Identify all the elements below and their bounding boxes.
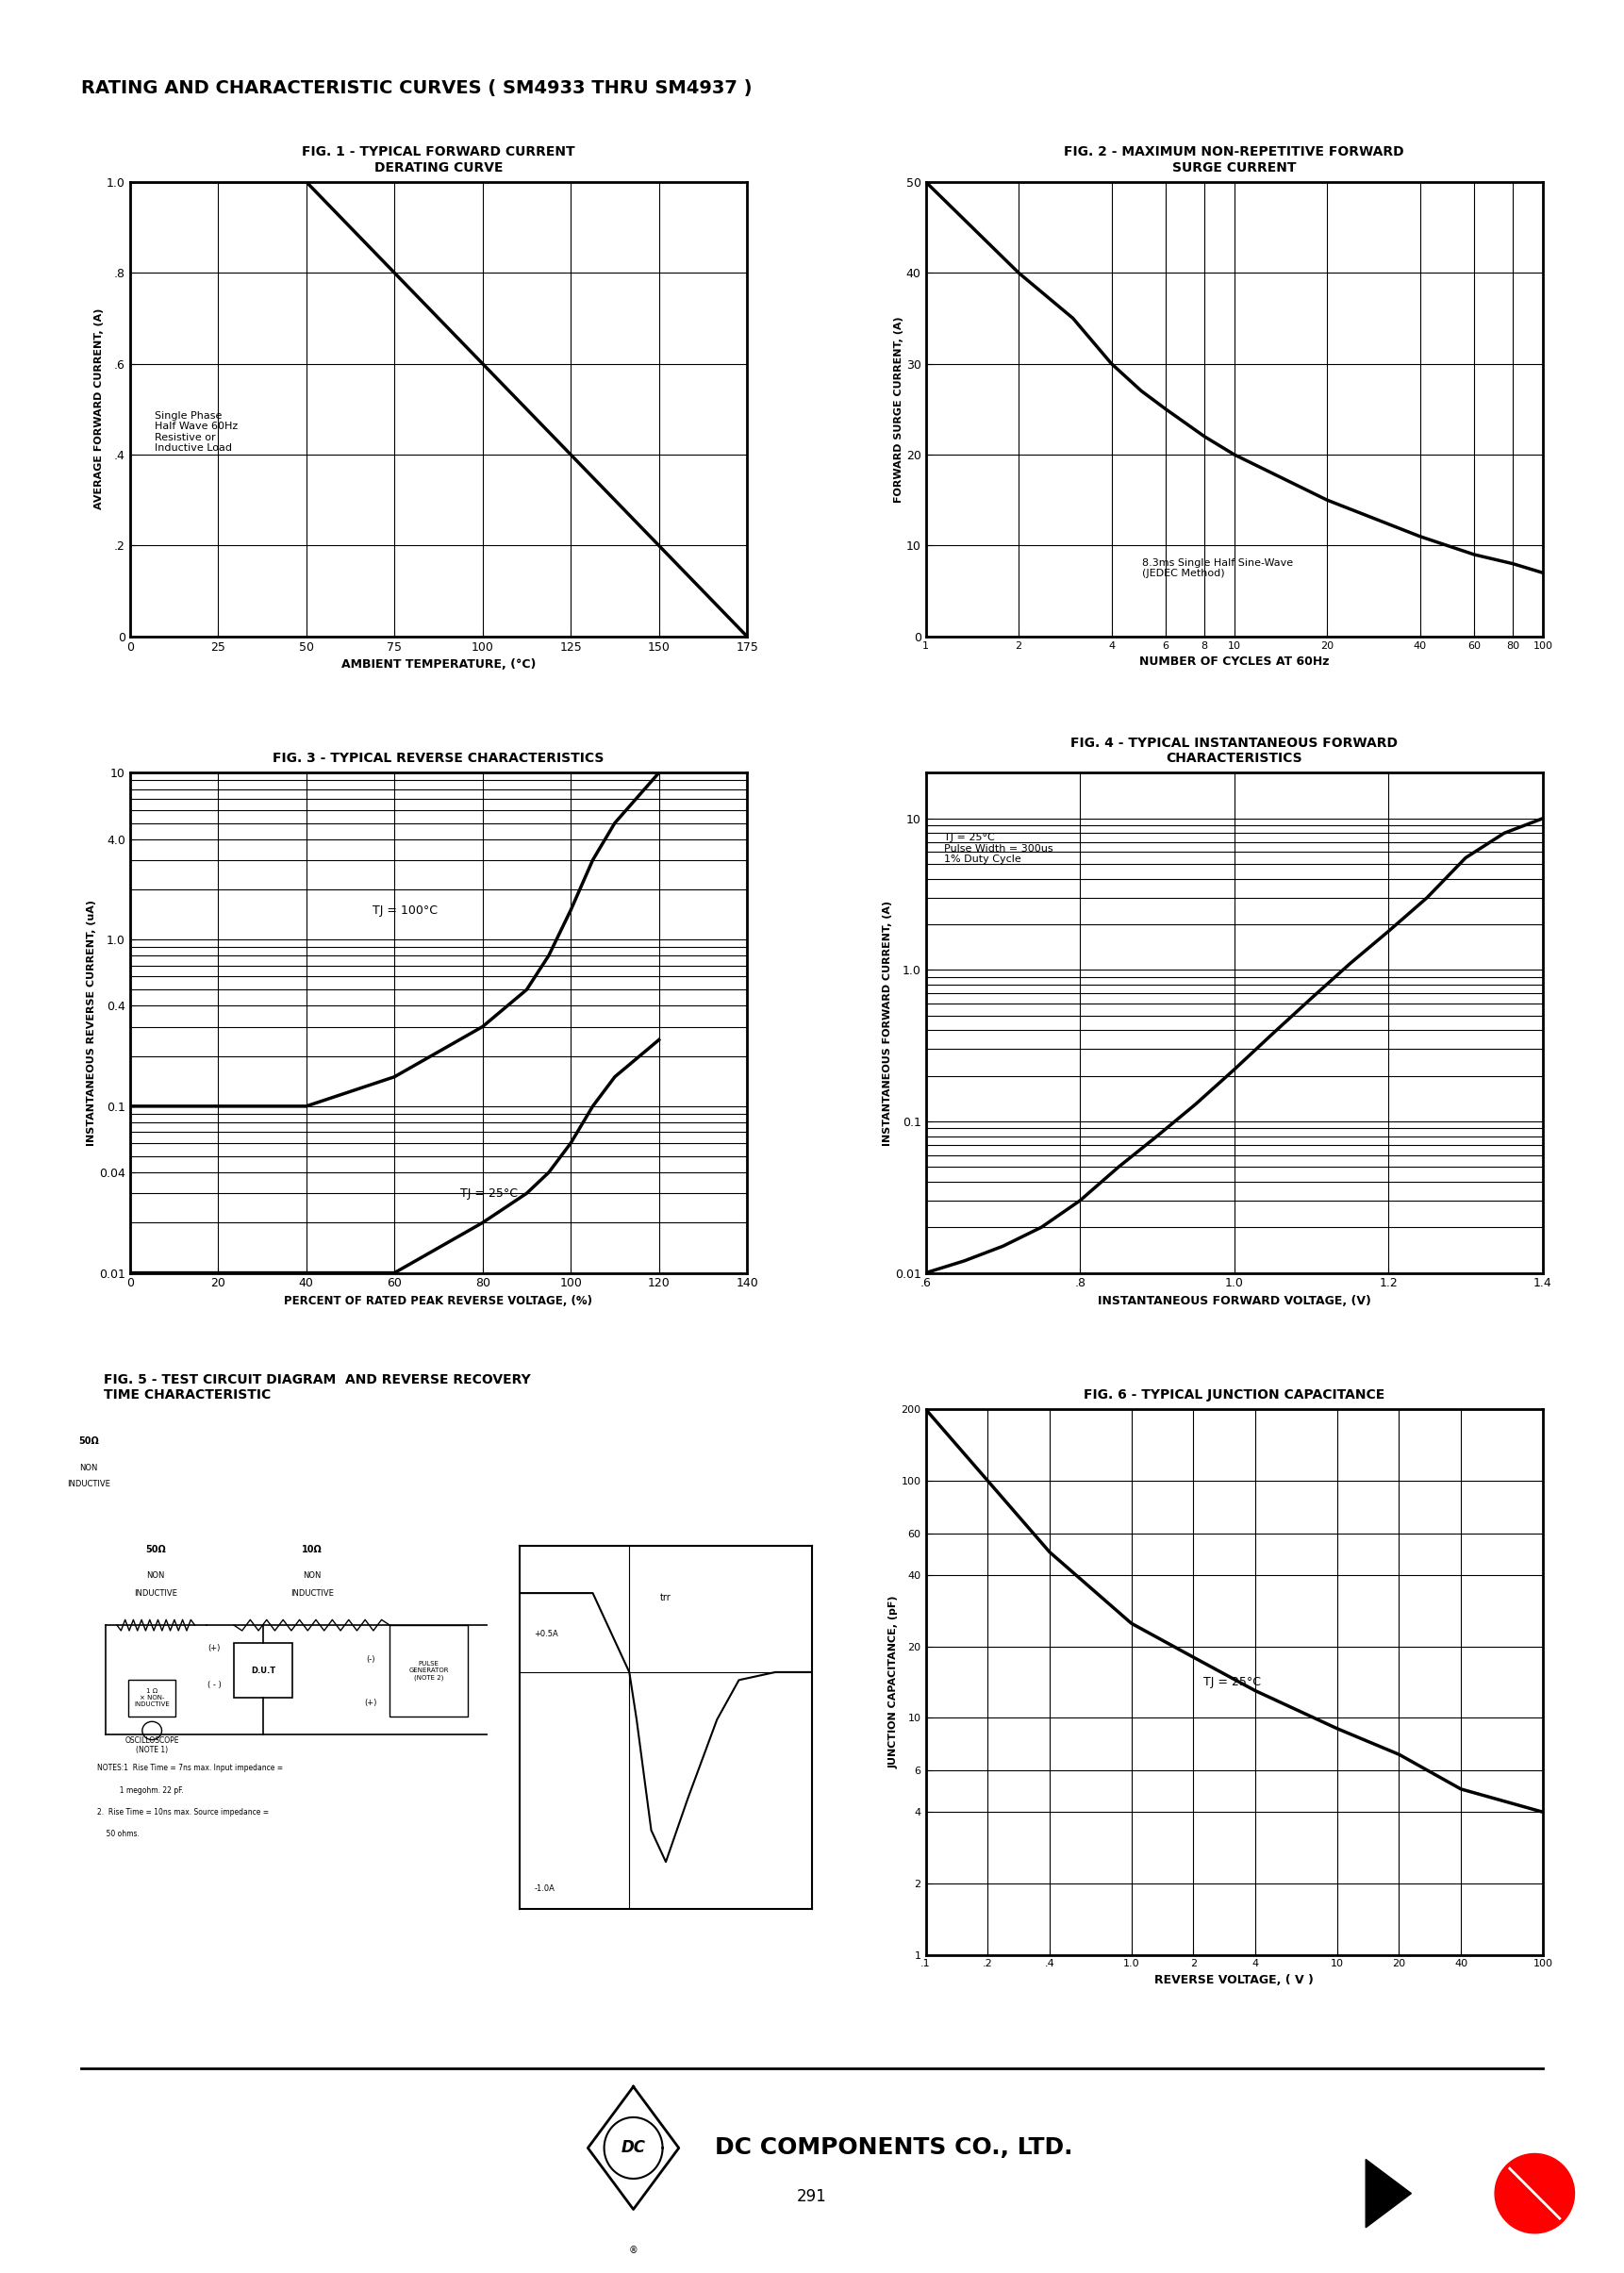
- Text: -1.0A: -1.0A: [534, 1884, 555, 1893]
- Title: FIG. 1 - TYPICAL FORWARD CURRENT
DERATING CURVE: FIG. 1 - TYPICAL FORWARD CURRENT DERATIN…: [302, 145, 575, 175]
- Title: FIG. 4 - TYPICAL INSTANTANEOUS FORWARD
CHARACTERISTICS: FIG. 4 - TYPICAL INSTANTANEOUS FORWARD C…: [1070, 736, 1398, 766]
- Text: 8.3ms Single Half Sine-Wave
(JEDEC Method): 8.3ms Single Half Sine-Wave (JEDEC Metho…: [1142, 559, 1293, 577]
- Text: RATING AND CHARACTERISTIC CURVES ( SM4933 THRU SM4937 ): RATING AND CHARACTERISTIC CURVES ( SM493…: [81, 80, 752, 98]
- Text: INDUCTIVE: INDUCTIVE: [67, 1480, 110, 1489]
- Text: trr: trr: [661, 1593, 671, 1602]
- Text: NON: NON: [80, 1464, 97, 1473]
- Text: OSCILLOSCOPE
(NOTE 1): OSCILLOSCOPE (NOTE 1): [125, 1737, 179, 1755]
- Text: PULSE
GENERATOR
(NOTE 2): PULSE GENERATOR (NOTE 2): [409, 1662, 448, 1680]
- Text: (+): (+): [208, 1643, 221, 1652]
- Text: TJ = 100°C: TJ = 100°C: [372, 905, 437, 916]
- Text: 50Ω: 50Ω: [78, 1437, 99, 1446]
- Text: (+): (+): [364, 1698, 377, 1707]
- Polygon shape: [1366, 2159, 1411, 2228]
- Text: 10Ω: 10Ω: [302, 1546, 322, 1555]
- Bar: [234, 1643, 292, 1698]
- Text: ( - ): ( - ): [208, 1680, 221, 1689]
- Text: NOTES:1  Rise Time = 7ns max. Input impedance =: NOTES:1 Rise Time = 7ns max. Input imped…: [97, 1764, 283, 1773]
- Text: ®: ®: [628, 2246, 638, 2255]
- Y-axis label: AVERAGE FORWARD CURRENT, (A): AVERAGE FORWARD CURRENT, (A): [94, 309, 104, 509]
- Text: (-): (-): [365, 1655, 375, 1664]
- Bar: [128, 1680, 175, 1716]
- Text: NON: NON: [146, 1571, 166, 1580]
- Text: +0.5A: +0.5A: [534, 1630, 559, 1639]
- Y-axis label: INSTANTANEOUS REVERSE CURRENT, (uA): INSTANTANEOUS REVERSE CURRENT, (uA): [88, 900, 96, 1146]
- Text: 291: 291: [797, 2189, 827, 2205]
- Y-axis label: FORWARD SURGE CURRENT, (A): FORWARD SURGE CURRENT, (A): [893, 316, 903, 502]
- Text: TJ = 25°C: TJ = 25°C: [461, 1187, 518, 1200]
- X-axis label: INSTANTANEOUS FORWARD VOLTAGE, (V): INSTANTANEOUS FORWARD VOLTAGE, (V): [1098, 1296, 1371, 1307]
- Text: 1 megohm. 22 pF.: 1 megohm. 22 pF.: [97, 1787, 184, 1793]
- Text: D.U.T: D.U.T: [250, 1666, 276, 1675]
- Text: 1 Ω
× NON-
INDUCTIVE: 1 Ω × NON- INDUCTIVE: [135, 1689, 171, 1707]
- X-axis label: NUMBER OF CYCLES AT 60Hz: NUMBER OF CYCLES AT 60Hz: [1138, 655, 1330, 668]
- Text: TJ = 25°C: TJ = 25°C: [1203, 1675, 1260, 1689]
- Text: 2.  Rise Time = 10ns max. Source impedance =: 2. Rise Time = 10ns max. Source impedanc…: [97, 1807, 270, 1816]
- X-axis label: AMBIENT TEMPERATURE, (°C): AMBIENT TEMPERATURE, (°C): [341, 659, 536, 671]
- Title: FIG. 3 - TYPICAL REVERSE CHARACTERISTICS: FIG. 3 - TYPICAL REVERSE CHARACTERISTICS: [273, 752, 604, 766]
- Text: DC: DC: [620, 2139, 646, 2157]
- Text: 50 ohms.: 50 ohms.: [97, 1830, 140, 1839]
- Text: INDUCTIVE: INDUCTIVE: [135, 1589, 177, 1598]
- Text: 50Ω: 50Ω: [146, 1546, 166, 1555]
- Circle shape: [1494, 2155, 1575, 2232]
- Title: FIG. 2 - MAXIMUM NON-REPETITIVE FORWARD
SURGE CURRENT: FIG. 2 - MAXIMUM NON-REPETITIVE FORWARD …: [1064, 145, 1405, 175]
- Y-axis label: JUNCTION CAPACITANCE, (pF): JUNCTION CAPACITANCE, (pF): [888, 1596, 898, 1768]
- Text: TJ = 25°C
Pulse Width = 300us
1% Duty Cycle: TJ = 25°C Pulse Width = 300us 1% Duty Cy…: [944, 832, 1054, 864]
- Y-axis label: INSTANTANEOUS FORWARD CURRENT, (A): INSTANTANEOUS FORWARD CURRENT, (A): [883, 900, 892, 1146]
- Bar: [390, 1625, 468, 1716]
- Text: DC COMPONENTS CO., LTD.: DC COMPONENTS CO., LTD.: [715, 2137, 1072, 2159]
- Title: FIG. 6 - TYPICAL JUNCTION CAPACITANCE: FIG. 6 - TYPICAL JUNCTION CAPACITANCE: [1083, 1389, 1385, 1402]
- Text: INDUCTIVE: INDUCTIVE: [291, 1589, 333, 1598]
- Text: NON: NON: [302, 1571, 322, 1580]
- Text: FIG. 5 - TEST CIRCUIT DIAGRAM  AND REVERSE RECOVERY
TIME CHARACTERISTIC: FIG. 5 - TEST CIRCUIT DIAGRAM AND REVERS…: [104, 1373, 531, 1402]
- Text: Single Phase
Half Wave 60Hz
Resistive or
Inductive Load: Single Phase Half Wave 60Hz Resistive or…: [154, 411, 237, 452]
- X-axis label: REVERSE VOLTAGE, ( V ): REVERSE VOLTAGE, ( V ): [1155, 1973, 1314, 1987]
- X-axis label: PERCENT OF RATED PEAK REVERSE VOLTAGE, (%): PERCENT OF RATED PEAK REVERSE VOLTAGE, (…: [284, 1296, 593, 1307]
